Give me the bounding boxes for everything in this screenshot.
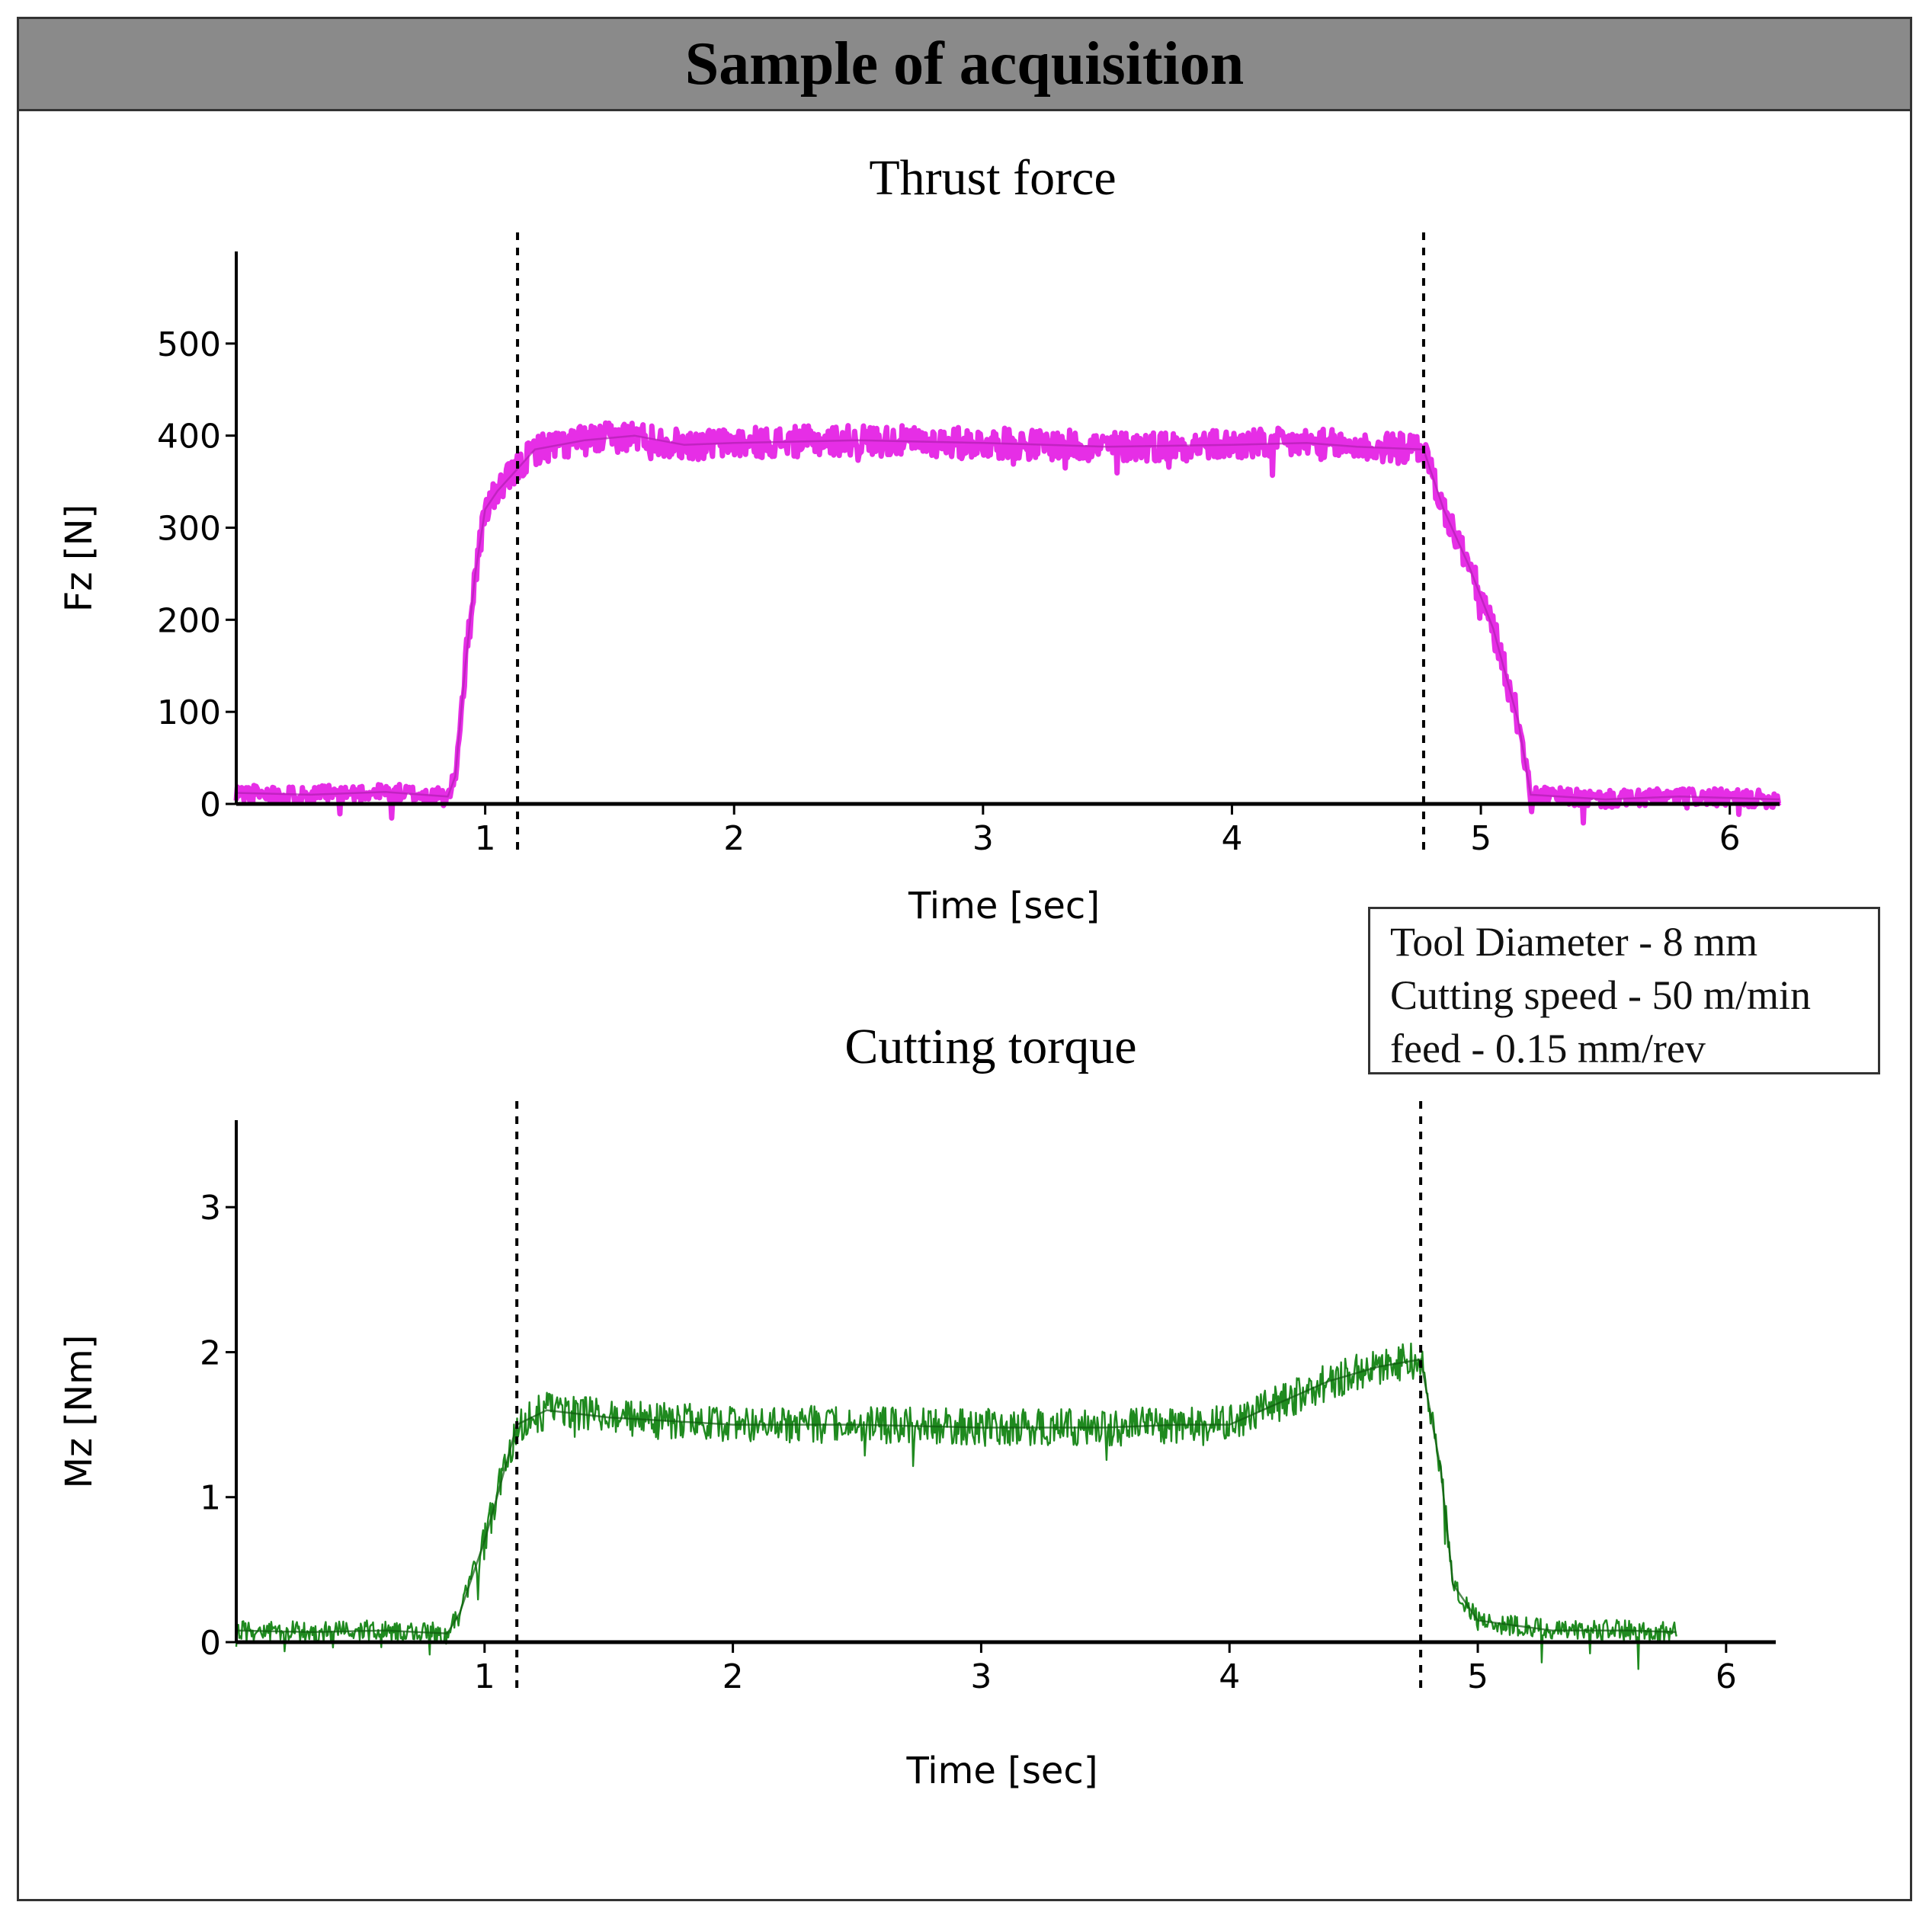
thrust-y-tick-label: 400 xyxy=(157,418,221,456)
torque-trend-line xyxy=(235,1358,1677,1635)
figure-title: Sample of acquisition xyxy=(684,30,1245,98)
thrust-x-tick-label: 1 xyxy=(475,819,496,858)
torque-y-tick-label: 0 xyxy=(200,1624,221,1663)
torque-x-tick-label: 5 xyxy=(1467,1657,1488,1696)
torque-y-label: Mz [Nm] xyxy=(58,1335,101,1489)
thrust-x-tick-label: 5 xyxy=(1470,819,1491,858)
torque-x-tick-label: 2 xyxy=(722,1657,744,1696)
tool-diameter-text: Tool Diameter - 8 mm xyxy=(1390,919,1758,965)
thrust-y-label: Fz [N] xyxy=(58,504,101,612)
torque-y-tick-label: 1 xyxy=(200,1479,221,1518)
thrust-y-tick-label: 200 xyxy=(157,601,221,640)
torque-x-tick-label: 3 xyxy=(970,1657,992,1696)
feed-text: feed - 0.15 mm/rev xyxy=(1390,1026,1706,1071)
torque-x-tick-label: 4 xyxy=(1219,1657,1240,1696)
figure-header: Sample of acquisition xyxy=(19,19,1910,111)
thrust-x-tick-label: 4 xyxy=(1221,819,1242,858)
cutting-speed-text: Cutting speed - 50 m/min xyxy=(1390,972,1811,1018)
torque-x-tick-label: 1 xyxy=(474,1657,495,1696)
thrust-title: Thrust force xyxy=(869,150,1116,206)
thrust-x-tick-label: 2 xyxy=(723,819,745,858)
thrust-y-tick-label: 300 xyxy=(157,510,221,549)
torque-x-label: Time [sec] xyxy=(905,1750,1097,1792)
torque-y-tick-label: 2 xyxy=(200,1334,221,1372)
thrust-signal xyxy=(233,420,1782,826)
torque-title: Cutting torque xyxy=(844,1019,1136,1074)
torque-signal xyxy=(235,1342,1677,1670)
thrust-x-tick-label: 3 xyxy=(972,819,994,858)
thrust-x-label: Time [sec] xyxy=(908,885,1100,927)
thrust-chart: Thrust force 1 2 3 4 5 6 0 100 200 300 400 500 Time [… xyxy=(58,150,1782,927)
torque-x-tick-label: 6 xyxy=(1716,1657,1737,1696)
torque-chart: Cutting torque 1 2 3 4 5 6 0 1 2 3 Time [sec] Mz [Nm… xyxy=(58,1019,1776,1792)
thrust-y-tick-label: 500 xyxy=(157,325,221,364)
thrust-x-tick-label: 6 xyxy=(1719,819,1741,858)
thrust-y-tick-label: 100 xyxy=(157,693,221,732)
torque-y-tick-label: 3 xyxy=(200,1189,221,1228)
thrust-trend-line xyxy=(235,434,1780,801)
thrust-y-tick-label: 0 xyxy=(200,786,221,825)
parameters-box: Tool Diameter - 8 mm Cutting speed - 50 … xyxy=(1368,907,1880,1074)
